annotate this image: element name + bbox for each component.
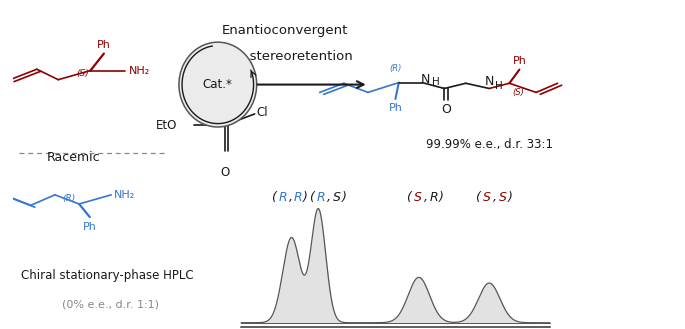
Text: S: S	[499, 190, 507, 204]
Text: N: N	[421, 73, 430, 86]
Text: Ph: Ph	[83, 222, 97, 232]
Text: (0% e.e., d.r. 1:1): (0% e.e., d.r. 1:1)	[62, 300, 159, 310]
Text: with stereoretention: with stereoretention	[217, 50, 353, 63]
Text: (: (	[271, 190, 276, 204]
Text: H: H	[495, 81, 503, 90]
Text: Ph: Ph	[388, 103, 402, 113]
Text: ): )	[508, 190, 512, 204]
Text: Cat.*: Cat.*	[203, 78, 233, 91]
Text: Racemic: Racemic	[47, 151, 101, 164]
Text: NH₂: NH₂	[129, 65, 150, 76]
Text: ): )	[303, 190, 308, 204]
Text: ): )	[341, 190, 346, 204]
Text: N: N	[484, 75, 494, 88]
Text: (: (	[406, 190, 411, 204]
Text: R: R	[429, 190, 438, 204]
Text: ,: ,	[493, 190, 497, 204]
Text: Ph: Ph	[512, 56, 526, 66]
Text: (: (	[309, 190, 314, 204]
Text: 99.99% e.e., d.r. 33:1: 99.99% e.e., d.r. 33:1	[426, 139, 553, 151]
Text: (S): (S)	[76, 69, 89, 78]
Text: (R): (R)	[389, 64, 401, 73]
Text: (S): (S)	[512, 88, 524, 97]
Text: Ph: Ph	[97, 40, 111, 50]
Text: (R): (R)	[62, 193, 75, 203]
Text: R: R	[316, 190, 325, 204]
Text: O: O	[220, 166, 229, 179]
Text: ,: ,	[289, 190, 293, 204]
Text: Chiral stationary-phase HPLC: Chiral stationary-phase HPLC	[21, 269, 194, 282]
Text: Cl: Cl	[257, 106, 269, 119]
Text: NH₂: NH₂	[114, 190, 135, 200]
Text: ,: ,	[424, 190, 428, 204]
Text: ): )	[438, 190, 443, 204]
Text: R: R	[294, 190, 303, 204]
Text: Enantioconvergent: Enantioconvergent	[222, 24, 348, 37]
Text: (: (	[475, 190, 480, 204]
Text: O: O	[441, 104, 451, 116]
Ellipse shape	[179, 42, 257, 127]
Text: S: S	[332, 190, 340, 204]
Text: H: H	[432, 77, 440, 87]
Text: ,: ,	[327, 190, 331, 204]
Text: EtO: EtO	[156, 119, 177, 132]
Text: R: R	[279, 190, 287, 204]
Text: S: S	[414, 190, 422, 204]
Text: S: S	[484, 190, 491, 204]
